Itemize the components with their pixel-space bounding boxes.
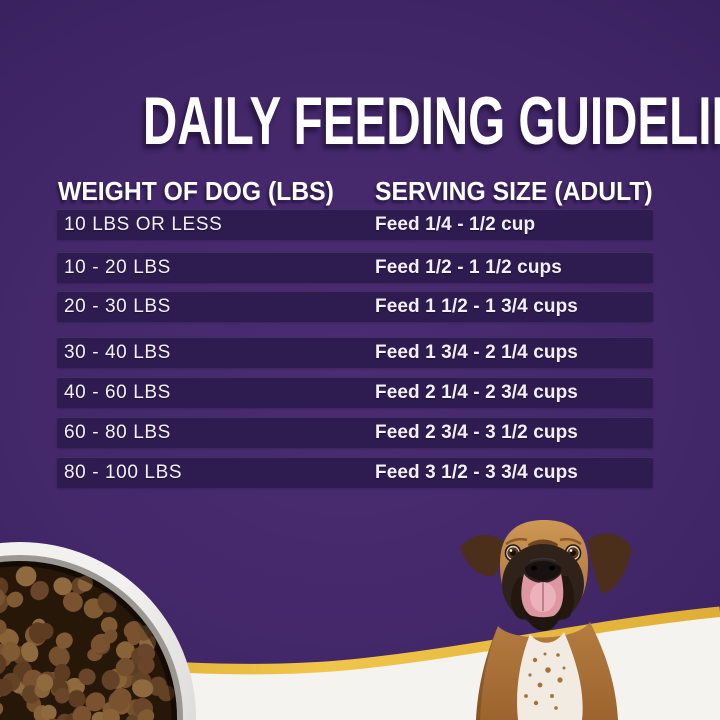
table-row: 10 - 20 LBS Feed 1/2 - 1 1/2 cups: [57, 252, 653, 283]
dog-image: [460, 520, 632, 720]
kibble-bowl-image: [0, 542, 196, 720]
dog-chest-blaze: [517, 632, 583, 720]
weight-cell: 60 - 80 LBS: [64, 422, 171, 443]
dog-chin: [524, 612, 562, 631]
dog-ear-right: [588, 533, 632, 594]
weight-cell: 30 - 40 LBS: [64, 342, 171, 363]
dog-tongue: [521, 574, 564, 619]
weight-cell: 10 - 20 LBS: [64, 257, 171, 278]
table-header-weight: WEIGHT OF DOG (LBS): [58, 176, 334, 206]
page-title: DAILY FEEDING GUIDELINES: [142, 83, 720, 159]
table-row: 40 - 60 LBS Feed 2 1/4 - 2 3/4 cups: [57, 377, 653, 408]
serving-cell: Feed 1 3/4 - 2 1/4 cups: [375, 342, 578, 363]
table-row: 20 - 30 LBS Feed 1 1/2 - 1 3/4 cups: [57, 291, 653, 322]
serving-cell: Feed 3 1/2 - 3 3/4 cups: [375, 462, 578, 483]
feeding-table: 10 LBS OR LESS Feed 1/4 - 1/2 cup 10 - 2…: [57, 209, 653, 488]
kibble-pieces: [0, 566, 175, 720]
dog-nose: [524, 557, 562, 581]
table-row: 10 LBS OR LESS Feed 1/4 - 1/2 cup: [57, 209, 653, 240]
serving-cell: Feed 1 1/2 - 1 3/4 cups: [375, 296, 578, 317]
table-header-serving: SERVING SIZE (ADULT): [375, 176, 653, 206]
serving-cell: Feed 2 1/4 - 2 3/4 cups: [375, 382, 578, 403]
serving-cell: Feed 1/4 - 1/2 cup: [375, 214, 536, 235]
table-row: 30 - 40 LBS Feed 1 3/4 - 2 1/4 cups: [57, 337, 653, 368]
table-row: 80 - 100 LBS Feed 3 1/2 - 3 3/4 cups: [57, 457, 653, 488]
weight-cell: 80 - 100 LBS: [64, 462, 183, 483]
serving-cell: Feed 1/2 - 1 1/2 cups: [375, 257, 562, 278]
serving-cell: Feed 2 3/4 - 3 1/2 cups: [375, 422, 578, 443]
weight-cell: 10 LBS OR LESS: [64, 214, 223, 235]
table-row: 60 - 80 LBS Feed 2 3/4 - 3 1/2 cups: [57, 417, 653, 448]
weight-cell: 40 - 60 LBS: [64, 382, 171, 403]
weight-cell: 20 - 30 LBS: [64, 296, 171, 317]
dog-ear-left: [460, 534, 504, 577]
